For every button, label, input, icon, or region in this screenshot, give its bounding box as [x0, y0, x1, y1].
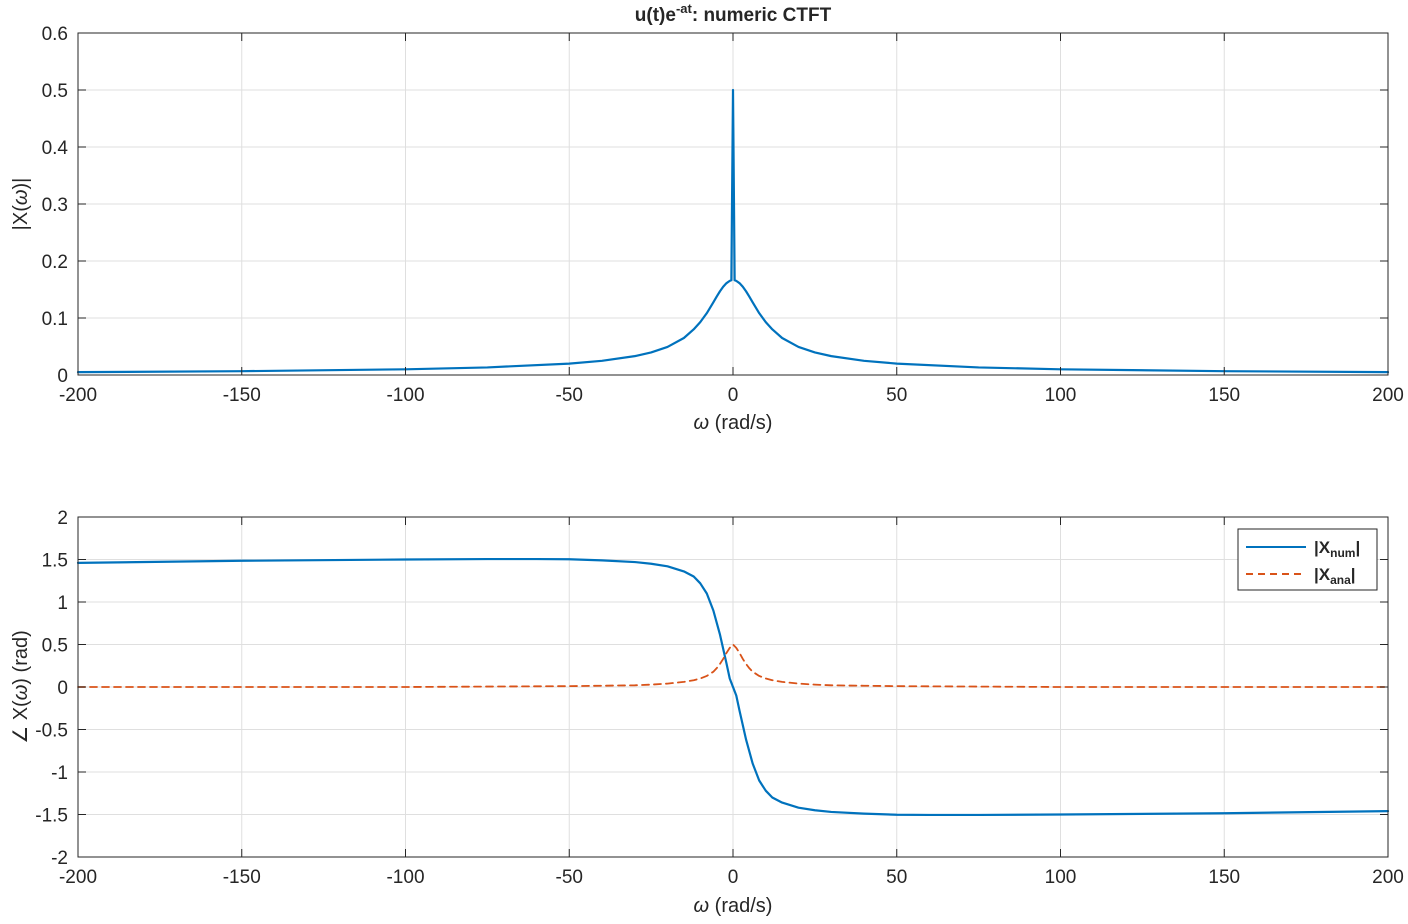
legend-label-ana: |Xana| [1314, 565, 1356, 587]
series-line-numeric [76, 88, 1390, 374]
x-tick-label: 50 [886, 867, 907, 888]
x-tick-label: 100 [1045, 867, 1077, 888]
y-tick-label: 0.5 [42, 81, 68, 102]
y-tick-label: 0.5 [42, 636, 68, 657]
tick-marks [77, 32, 1389, 376]
x-tick-label: -200 [59, 867, 97, 888]
y-tick-label: 2 [57, 508, 68, 529]
y-tick-label: 0.1 [42, 309, 68, 330]
x-tick-label: 0 [728, 385, 739, 406]
tick-marks [77, 516, 1389, 858]
y-tick-label: -1.5 [35, 806, 68, 827]
y-axis-label: ∠ X(ω) (rad) [10, 630, 32, 744]
y-tick-labels: 0 0.1 0.2 0.3 0.4 0.5 0.6 [42, 24, 69, 387]
x-tick-labels: -200 -150 -100 -50 0 50 100 150 200 [59, 867, 1404, 888]
x-tick-label: 50 [886, 385, 907, 406]
legend-box [1237, 528, 1378, 591]
magnitude-axes: -200 -150 -100 -50 0 50 100 150 200 0 0.1 0.2 0.3 0.… [10, 1, 1404, 434]
series-line-numeric [76, 557, 1390, 817]
x-tick-label: 0 [728, 867, 739, 888]
phase-axes: -200 -150 -100 -50 0 50 100 150 200 -2 -1.5 -1 -0.5… [10, 508, 1404, 917]
y-tick-label: 0.3 [42, 195, 68, 216]
x-axis-label: ω (rad/s) [694, 895, 773, 917]
series-line-analytic [77, 643, 1389, 688]
x-tick-label: -100 [386, 867, 424, 888]
x-tick-label: -50 [556, 385, 583, 406]
chart-title: u(t)e-at: numeric CTFT [635, 1, 832, 26]
x-tick-label: -150 [223, 867, 261, 888]
x-tick-label: -150 [223, 385, 261, 406]
series-layer [76, 88, 1390, 374]
x-tick-labels: -200 -150 -100 -50 0 50 100 150 200 [59, 385, 1404, 406]
x-tick-label: 150 [1208, 385, 1240, 406]
series-layer [76, 557, 1390, 817]
x-tick-label: 100 [1045, 385, 1077, 406]
y-tick-label: -0.5 [35, 721, 68, 742]
x-tick-label: 200 [1372, 867, 1404, 888]
x-tick-label: -200 [59, 385, 97, 406]
y-tick-label: 0.2 [42, 252, 68, 273]
y-tick-label: 0.6 [42, 24, 68, 45]
y-tick-label: 1.5 [42, 551, 68, 572]
y-tick-label: 0 [57, 678, 68, 699]
y-tick-label: 0 [57, 366, 68, 387]
x-tick-label: 150 [1208, 867, 1240, 888]
y-tick-label: -1 [51, 763, 68, 784]
x-tick-label: -100 [386, 385, 424, 406]
y-tick-label: 0.4 [42, 138, 69, 159]
x-axis-label: ω (rad/s) [694, 412, 773, 434]
x-tick-label: -50 [556, 867, 583, 888]
y-tick-label: 1 [57, 593, 68, 614]
y-tick-label: -2 [51, 848, 68, 869]
y-tick-labels: -2 -1.5 -1 -0.5 0 0.5 1 1.5 2 [35, 508, 68, 869]
legend: |Xnum| |Xana| [1237, 528, 1378, 591]
x-tick-label: 200 [1372, 385, 1404, 406]
y-axis-label: |X(ω)| [10, 178, 32, 231]
legend-label-num: |Xnum| [1314, 538, 1360, 560]
